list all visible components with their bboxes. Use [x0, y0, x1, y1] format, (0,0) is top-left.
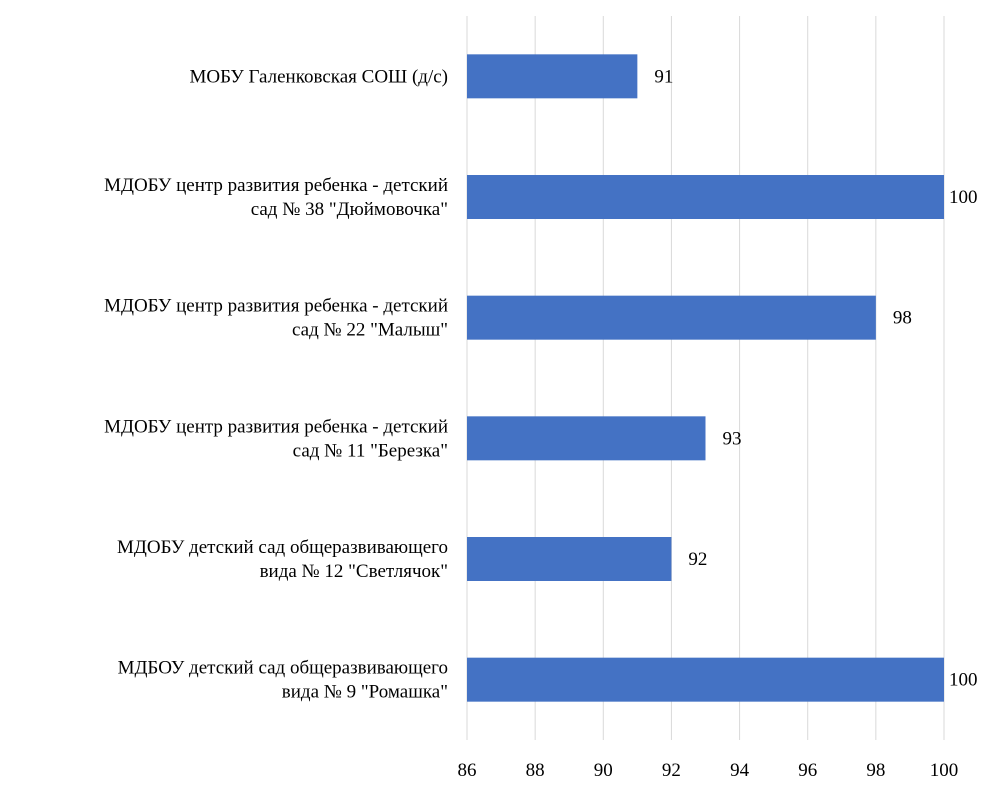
category-label: МОБУ Галенковская СОШ (д/с): [189, 66, 448, 87]
data-label: 92: [688, 549, 707, 570]
x-tick-label: 100: [930, 760, 959, 781]
category-label: сад № 22 "Малыш": [292, 320, 448, 341]
data-label: 93: [723, 428, 742, 449]
category-label: МДОБУ центр развития ребенка - детский: [104, 175, 448, 196]
category-label: МДБОУ детский сад общеразвивающего: [118, 658, 448, 679]
data-label: 91: [654, 66, 673, 87]
x-tick-label: 86: [458, 760, 477, 781]
x-tick-label: 90: [594, 760, 613, 781]
bar: [467, 657, 944, 702]
bar: [467, 295, 876, 340]
data-label: 100: [949, 187, 978, 208]
x-axis-ticks: 86 88 90 92 94 96 98 100: [458, 760, 959, 781]
category-label: МДОБУ центр развития ребенка - детский: [104, 296, 448, 317]
category-labels: МОБУ Галенковская СОШ (д/с) МДОБУ центр р…: [104, 66, 448, 702]
bar: [467, 175, 944, 219]
x-tick-label: 94: [730, 760, 750, 781]
category-label: вида № 12 "Светлячок": [260, 561, 448, 582]
bar: [467, 537, 672, 581]
bars: [467, 54, 944, 702]
data-label: 100: [949, 670, 978, 691]
category-label: МДОБУ центр развития ребенка - детский: [104, 416, 448, 437]
x-tick-label: 88: [526, 760, 545, 781]
x-tick-label: 92: [662, 760, 681, 781]
category-label: сад № 11 "Березка": [293, 440, 448, 461]
bar: [467, 416, 706, 461]
x-tick-label: 96: [798, 760, 817, 781]
x-tick-label: 98: [866, 760, 885, 781]
grid-lines: [466, 16, 945, 740]
data-label: 98: [893, 308, 912, 329]
data-labels: 91 100 98 93 92 100: [654, 66, 977, 690]
category-label: сад № 38 "Дюймовочка": [251, 199, 448, 220]
category-label: вида № 9 "Ромашка": [282, 682, 448, 703]
bar: [467, 54, 638, 99]
category-label: МДОБУ детский сад общеразвивающего: [117, 537, 448, 558]
